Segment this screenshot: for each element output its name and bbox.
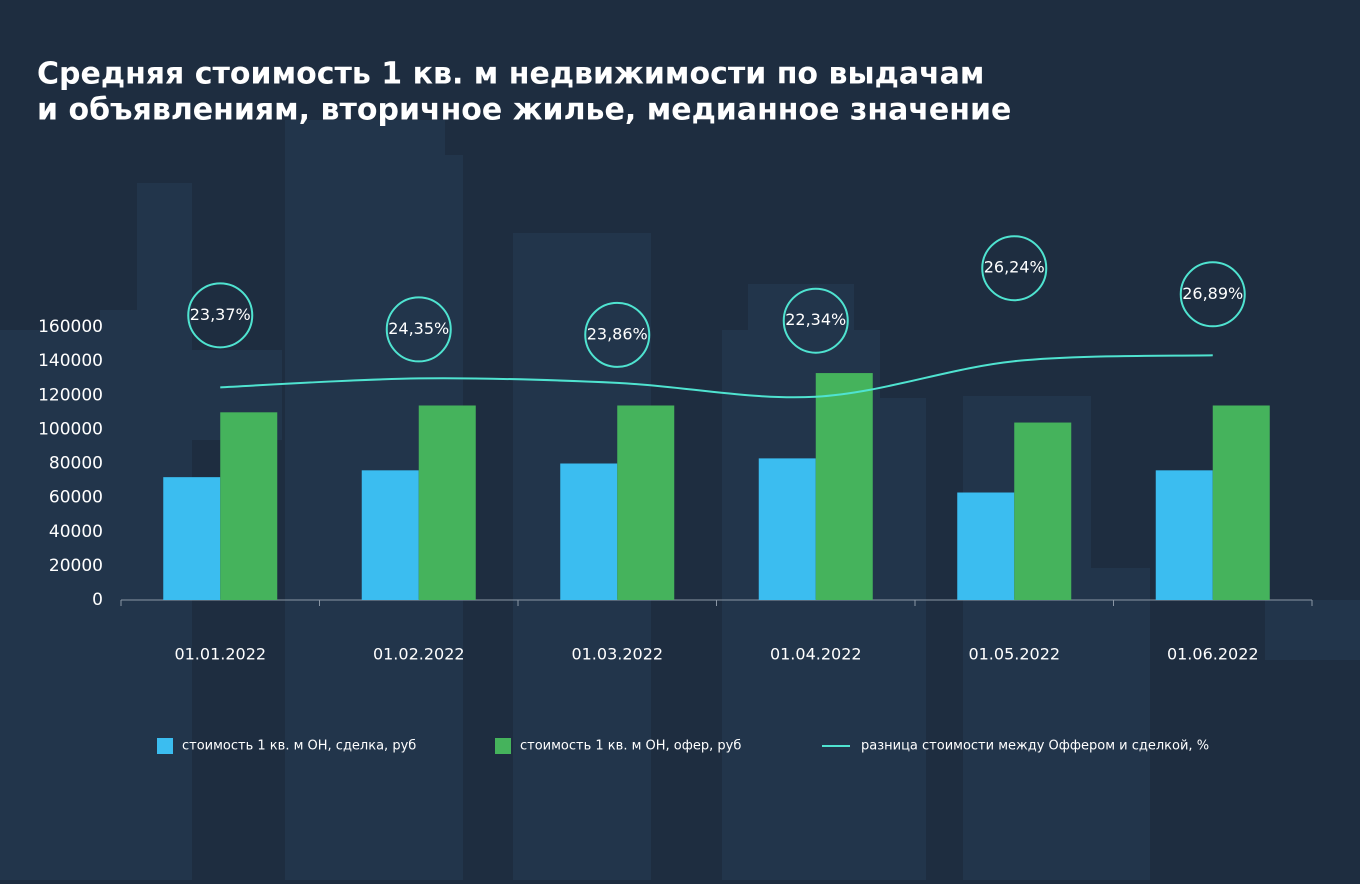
bar bbox=[560, 463, 618, 600]
bar bbox=[758, 458, 816, 600]
x-tick-label: 01.05.2022 bbox=[968, 645, 1060, 664]
data-label: 26,24% bbox=[984, 258, 1045, 277]
chart-title: и объявлениям, вторичное жилье, медианно… bbox=[37, 93, 1011, 128]
legend-label: стоимость 1 кв. м ОН, сделка, руб bbox=[182, 739, 416, 754]
label-circle bbox=[187, 282, 254, 349]
label-circle bbox=[981, 235, 1048, 302]
legend-label: стоимость 1 кв. м ОН, офер, руб bbox=[520, 739, 741, 754]
data-label: 23,86% bbox=[587, 324, 648, 343]
y-tick-label: 40000 bbox=[49, 522, 103, 542]
y-tick-label: 120000 bbox=[38, 385, 103, 405]
chart-title: Средняя стоимость 1 кв. м недвижимости п… bbox=[37, 57, 984, 92]
y-tick-label: 100000 bbox=[38, 419, 103, 439]
bar bbox=[815, 373, 873, 600]
bar bbox=[361, 470, 419, 600]
legend-label: разница стоимости между Оффером и сделко… bbox=[861, 739, 1209, 754]
y-tick-label: 160000 bbox=[38, 317, 103, 337]
x-tick-label: 01.06.2022 bbox=[1167, 645, 1259, 664]
x-tick-label: 01.03.2022 bbox=[571, 645, 663, 664]
label-circle bbox=[1179, 261, 1246, 328]
y-tick-label: 140000 bbox=[38, 351, 103, 371]
y-tick-label: 60000 bbox=[49, 488, 103, 508]
bar bbox=[220, 412, 278, 600]
legend-swatch bbox=[495, 738, 511, 754]
bar bbox=[1155, 470, 1213, 600]
legend-swatch bbox=[157, 738, 173, 754]
bar bbox=[1014, 422, 1072, 600]
line-series bbox=[220, 354, 1213, 399]
bar bbox=[957, 492, 1015, 600]
x-tick-label: 01.04.2022 bbox=[770, 645, 862, 664]
y-tick-label: 80000 bbox=[49, 454, 103, 474]
data-label: 26,89% bbox=[1182, 284, 1243, 303]
data-label: 22,34% bbox=[785, 310, 846, 329]
bar bbox=[617, 405, 675, 600]
y-tick-label: 0 bbox=[92, 590, 103, 610]
bar bbox=[163, 477, 221, 600]
data-label: 24,35% bbox=[388, 319, 449, 338]
bar bbox=[1212, 405, 1270, 600]
y-tick-label: 20000 bbox=[49, 556, 103, 576]
bar bbox=[418, 405, 476, 600]
label-circle bbox=[782, 287, 849, 354]
label-circle bbox=[584, 301, 651, 368]
data-label: 23,37% bbox=[190, 305, 251, 324]
label-circle bbox=[385, 296, 452, 363]
x-tick-label: 01.02.2022 bbox=[373, 645, 465, 664]
x-tick-label: 01.01.2022 bbox=[174, 645, 266, 664]
